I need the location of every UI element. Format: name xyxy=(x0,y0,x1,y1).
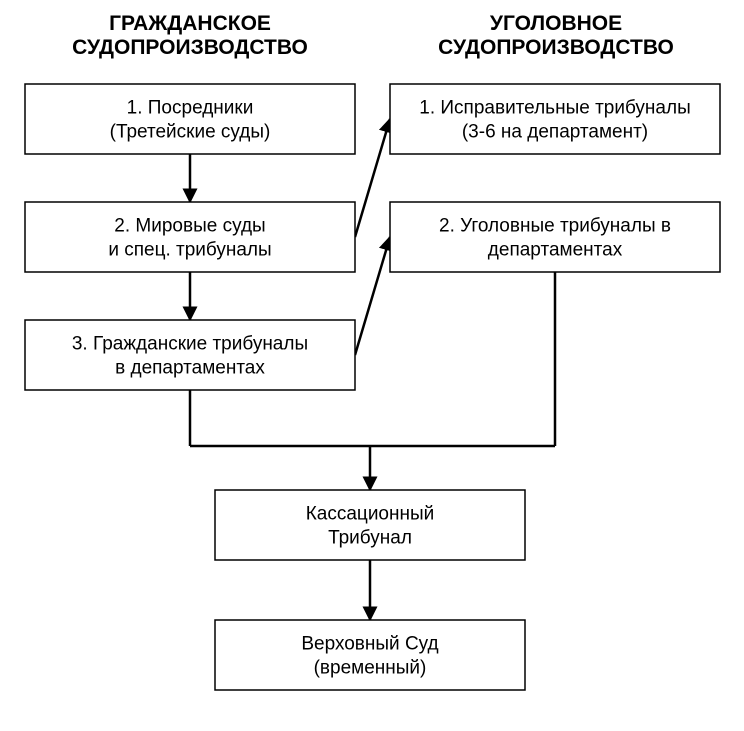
node-civil-3: 3. Гражданские трибуналы в департаментах xyxy=(25,320,355,390)
node-label-civil-1-line-0: 1. Посредники xyxy=(127,98,254,119)
node-label-cass-line-0: Кассационный xyxy=(306,504,435,525)
node-label-crim-1-line-1: (3-6 на департамент) xyxy=(462,122,648,143)
node-label-civil-2-line-0: 2. Мировые суды xyxy=(114,216,265,237)
node-crim-1: 1. Исправительные трибуналы (3-6 на депар… xyxy=(390,84,720,154)
edge-e5 xyxy=(355,237,390,355)
node-label-crim-2-line-0: 2. Уголовные трибуналы в xyxy=(439,216,671,237)
edge-e4 xyxy=(355,119,390,237)
node-label-civil-2-line-1: и спец. трибуналы xyxy=(108,240,271,261)
hdr-civil-line-0: ГРАЖДАНСКОЕ xyxy=(109,12,271,35)
node-box-cass xyxy=(215,490,525,560)
node-label-civil-1-line-1: (Третейские суды) xyxy=(110,122,271,143)
node-label-cass-line-1: Трибунал xyxy=(328,528,412,549)
node-label-supreme-line-1: (временный) xyxy=(314,658,427,679)
hdr-criminal: УГОЛОВНОЕСУДОПРОИЗВОДСТВО xyxy=(438,12,674,59)
node-box-crim-2 xyxy=(390,202,720,272)
court-system-flowchart: ГРАЖДАНСКОЕСУДОПРОИЗВОДСТВОУГОЛОВНОЕСУДО… xyxy=(0,0,744,731)
node-crim-2: 2. Уголовные трибуналы в департаментах xyxy=(390,202,720,272)
node-box-civil-1 xyxy=(25,84,355,154)
hdr-civil-line-1: СУДОПРОИЗВОДСТВО xyxy=(72,36,308,59)
hdr-civil: ГРАЖДАНСКОЕСУДОПРОИЗВОДСТВО xyxy=(72,12,308,59)
hdr-criminal-line-1: СУДОПРОИЗВОДСТВО xyxy=(438,36,674,59)
node-label-crim-2-line-1: департаментах xyxy=(488,240,623,261)
node-box-civil-3 xyxy=(25,320,355,390)
node-label-civil-3-line-1: в департаментах xyxy=(115,358,265,379)
node-box-civil-2 xyxy=(25,202,355,272)
node-box-supreme xyxy=(215,620,525,690)
node-label-crim-1-line-0: 1. Исправительные трибуналы xyxy=(419,98,690,119)
node-label-civil-3-line-0: 3. Гражданские трибуналы xyxy=(72,334,308,355)
node-civil-2: 2. Мировые суды и спец. трибуналы xyxy=(25,202,355,272)
node-civil-1: 1. Посредники (Третейские суды) xyxy=(25,84,355,154)
node-label-supreme-line-0: Верховный Суд xyxy=(301,634,438,655)
hdr-criminal-line-0: УГОЛОВНОЕ xyxy=(490,12,622,35)
node-cass: Кассационный Трибунал xyxy=(215,490,525,560)
node-supreme: Верховный Суд (временный) xyxy=(215,620,525,690)
node-box-crim-1 xyxy=(390,84,720,154)
